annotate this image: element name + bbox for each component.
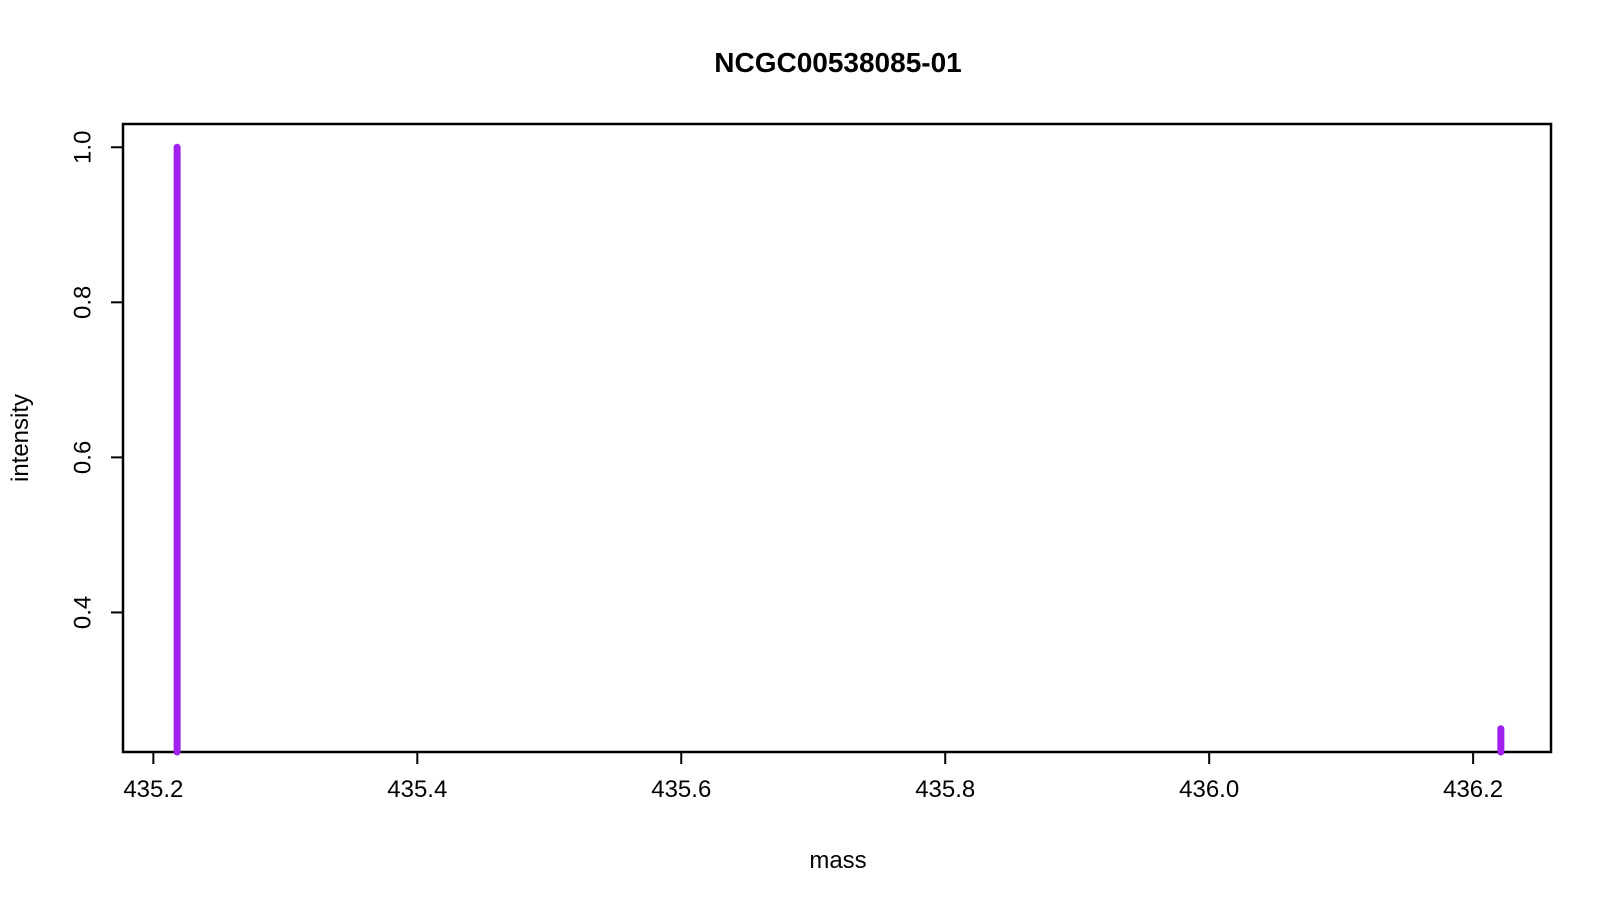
x-tick-label: 436.2 bbox=[1443, 776, 1503, 803]
y-tick-label: 0.4 bbox=[70, 596, 97, 629]
x-axis: 435.2 435.4 435.6 435.8 436.0 436.2 bbox=[123, 751, 1503, 803]
peaks-series bbox=[173, 143, 1505, 756]
y-axis-label: intensity bbox=[7, 394, 34, 482]
x-tick-label: 436.0 bbox=[1179, 776, 1239, 803]
plot-area-frame bbox=[121, 122, 1553, 754]
y-tick-label: 0.8 bbox=[70, 286, 97, 319]
x-axis-label: mass bbox=[809, 847, 866, 874]
chart-title: NCGC00538085-01 bbox=[714, 47, 962, 78]
x-tick-label: 435.8 bbox=[915, 776, 975, 803]
y-tick-label: 0.6 bbox=[70, 441, 97, 474]
y-axis: 0.4 0.6 0.8 1.0 bbox=[70, 131, 124, 629]
y-tick-label: 1.0 bbox=[70, 131, 97, 164]
x-tick-label: 435.4 bbox=[387, 776, 447, 803]
x-tick-label: 435.6 bbox=[651, 776, 711, 803]
x-tick-label: 435.2 bbox=[123, 776, 183, 803]
